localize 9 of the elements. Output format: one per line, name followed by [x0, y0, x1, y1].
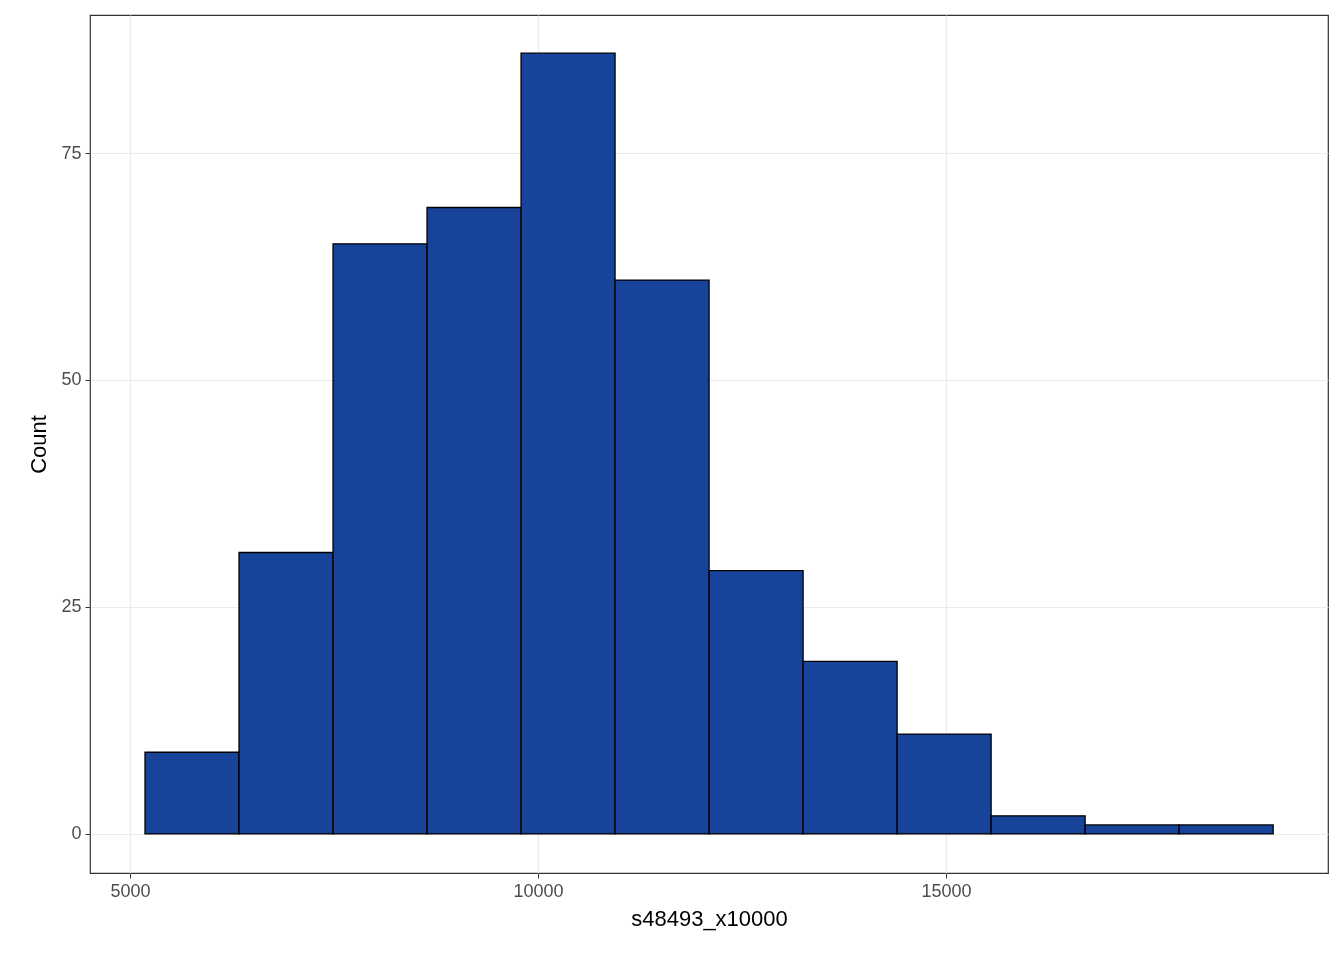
- y-tick-label: 50: [61, 369, 82, 390]
- x-tick-label: 15000: [921, 880, 972, 901]
- y-tick-label: 75: [61, 142, 82, 163]
- x-axis-title: s48493_x10000: [631, 905, 788, 931]
- x-tick-label: 10000: [513, 880, 564, 901]
- x-tick-label: 5000: [110, 880, 151, 901]
- y-tick-label: 0: [71, 823, 82, 844]
- y-tick-label: 25: [61, 596, 82, 617]
- y-axis-title: Count: [26, 415, 52, 474]
